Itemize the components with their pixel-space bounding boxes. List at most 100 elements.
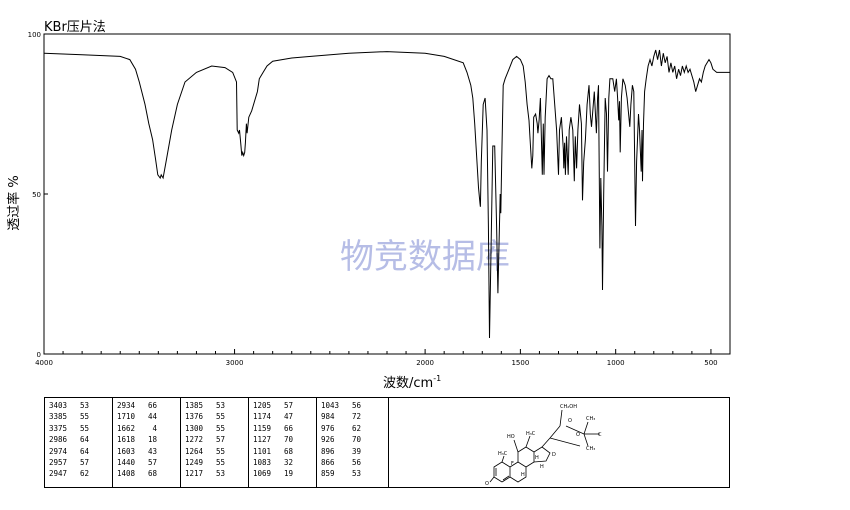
peak-transmittance: 68 <box>283 446 293 456</box>
peak-wavenumber: 1249 <box>185 457 204 467</box>
peak-wavenumber: 1127 <box>253 435 272 445</box>
peak-wavenumber: 896 <box>321 446 335 456</box>
peak-row: 1101 68 <box>253 446 316 457</box>
peak-wavenumber: 2957 <box>49 457 68 467</box>
peak-row: 2957 57 <box>49 457 112 468</box>
peak-row: 3403 53 <box>49 400 112 411</box>
peak-transmittance: 53 <box>215 401 225 410</box>
chart-title: KBr压片法 <box>44 20 106 35</box>
peak-wavenumber: 1083 <box>253 457 272 467</box>
peak-row: 1618 18 <box>117 434 180 445</box>
peak-row: 1127 70 <box>253 434 316 445</box>
peak-transmittance: 56 <box>351 401 361 410</box>
peak-row: 1249 55 <box>185 457 248 468</box>
peak-row: 1264 55 <box>185 446 248 457</box>
x-axis-label: 波数/cm-1 <box>383 374 441 391</box>
peak-wavenumber: 2986 <box>49 435 68 445</box>
peak-wavenumber: 1101 <box>253 446 272 456</box>
peak-transmittance: 53 <box>351 469 361 479</box>
peak-row: 2934 66 <box>117 400 180 411</box>
peak-transmittance: 66 <box>147 401 157 410</box>
peak-transmittance: 19 <box>283 469 293 479</box>
x-tick-label: 2000 <box>416 359 434 367</box>
peak-wavenumber: 2974 <box>49 446 68 456</box>
label-h-b: H <box>521 472 525 478</box>
peak-row: 1376 55 <box>185 411 248 422</box>
x-axis-ticks: 4000 3000 2000 1500 1000 500 <box>35 349 731 367</box>
label-ho: HO <box>507 434 515 440</box>
peak-wavenumber: 984 <box>321 412 335 422</box>
y-tick-label: 50 <box>32 191 41 199</box>
peak-row: 2986 64 <box>49 434 112 445</box>
y-tick-label: 0 <box>37 351 41 359</box>
peak-transmittance: 44 <box>147 412 157 422</box>
peak-wavenumber: 1618 <box>117 435 136 445</box>
peak-row: 1174 47 <box>253 411 316 422</box>
spectrum-line <box>43 49 730 339</box>
structure-bonds <box>489 409 600 483</box>
peak-row: 976 62 <box>321 423 388 434</box>
peak-wavenumber: 3375 <box>49 423 68 433</box>
peak-transmittance: 4 <box>152 423 157 433</box>
peak-row: 2974 64 <box>49 446 112 457</box>
peak-transmittance: 53 <box>79 401 89 410</box>
peak-row: 2947 62 <box>49 468 112 479</box>
label-o-ring: O <box>576 432 580 438</box>
peak-transmittance: 55 <box>215 423 225 433</box>
peak-transmittance: 62 <box>351 423 361 433</box>
x-tick-label: 500 <box>704 359 717 367</box>
y-axis-label: 透过率 % <box>6 175 22 231</box>
peak-row: 926 70 <box>321 434 388 445</box>
peak-row: 1043 56 <box>321 400 388 411</box>
peak-row: 1159 66 <box>253 423 316 434</box>
peak-column: 2934 66 1710 44 1662 4 1618 18 1603 43 1440 57 1408 6… <box>113 398 181 487</box>
peak-row: 1440 57 <box>117 457 180 468</box>
peak-row: 1603 43 <box>117 446 180 457</box>
peak-row: 984 72 <box>321 411 388 422</box>
peak-wavenumber: 2947 <box>49 469 68 479</box>
peak-row: 3375 55 <box>49 423 112 434</box>
peak-row: 1408 68 <box>117 468 180 479</box>
peak-row: 859 53 <box>321 468 388 479</box>
peak-transmittance: 55 <box>79 423 89 433</box>
x-tick-label: 1500 <box>511 359 529 367</box>
peak-row: 1385 53 <box>185 400 248 411</box>
peak-transmittance: 55 <box>215 457 225 467</box>
label-h3c-a: H₃C <box>526 431 536 437</box>
peak-transmittance: 70 <box>283 435 293 445</box>
peak-wavenumber: 976 <box>321 423 335 433</box>
peak-wavenumber: 3403 <box>49 401 68 410</box>
peak-wavenumber: 1272 <box>185 435 204 445</box>
label-d: D <box>552 452 556 458</box>
label-h-c: H <box>540 464 544 470</box>
plot-border <box>43 33 731 355</box>
peak-wavenumber: 926 <box>321 435 335 445</box>
peak-table: 3403 53 3385 55 3375 55 2986 64 2974 64 2957 57 2947… <box>44 397 730 488</box>
x-tick-label: 4000 <box>35 359 53 367</box>
watermark: 物竞数据库 <box>340 237 510 277</box>
peak-transmittance: 57 <box>215 435 225 445</box>
label-h3c-b: H₃C <box>498 451 508 457</box>
peak-transmittance: 64 <box>79 435 89 445</box>
peak-column: 1205 57 1174 47 1159 66 1127 70 1101 68 1083 32 1069… <box>249 398 317 487</box>
peak-wavenumber: 1264 <box>185 446 204 456</box>
peak-wavenumber: 3385 <box>49 412 68 422</box>
label-o-bottom: O <box>485 481 489 487</box>
peak-row: 1662 4 <box>117 423 180 434</box>
peak-transmittance: 72 <box>351 412 361 422</box>
label-c: C <box>598 432 602 438</box>
peak-row: 1710 44 <box>117 411 180 422</box>
peak-row: 1272 57 <box>185 434 248 445</box>
peak-wavenumber: 1205 <box>253 401 272 410</box>
peak-wavenumber: 1159 <box>253 423 272 433</box>
peak-transmittance: 57 <box>79 457 89 467</box>
ir-spectrum-chart: KBr压片法 4000 3000 2000 1500 1000 500 0 50 100 物竞… <box>6 20 731 391</box>
label-h-a: H <box>535 455 539 461</box>
label-ch3b: CH₃ <box>586 446 595 452</box>
peak-wavenumber: 1043 <box>321 401 340 410</box>
peak-wavenumber: 2934 <box>117 401 136 410</box>
peak-column: 3403 53 3385 55 3375 55 2986 64 2974 64 2957 57 2947… <box>45 398 113 487</box>
peak-wavenumber: 1174 <box>253 412 272 422</box>
peak-wavenumber: 1376 <box>185 412 204 422</box>
y-tick-label: 100 <box>28 31 41 39</box>
